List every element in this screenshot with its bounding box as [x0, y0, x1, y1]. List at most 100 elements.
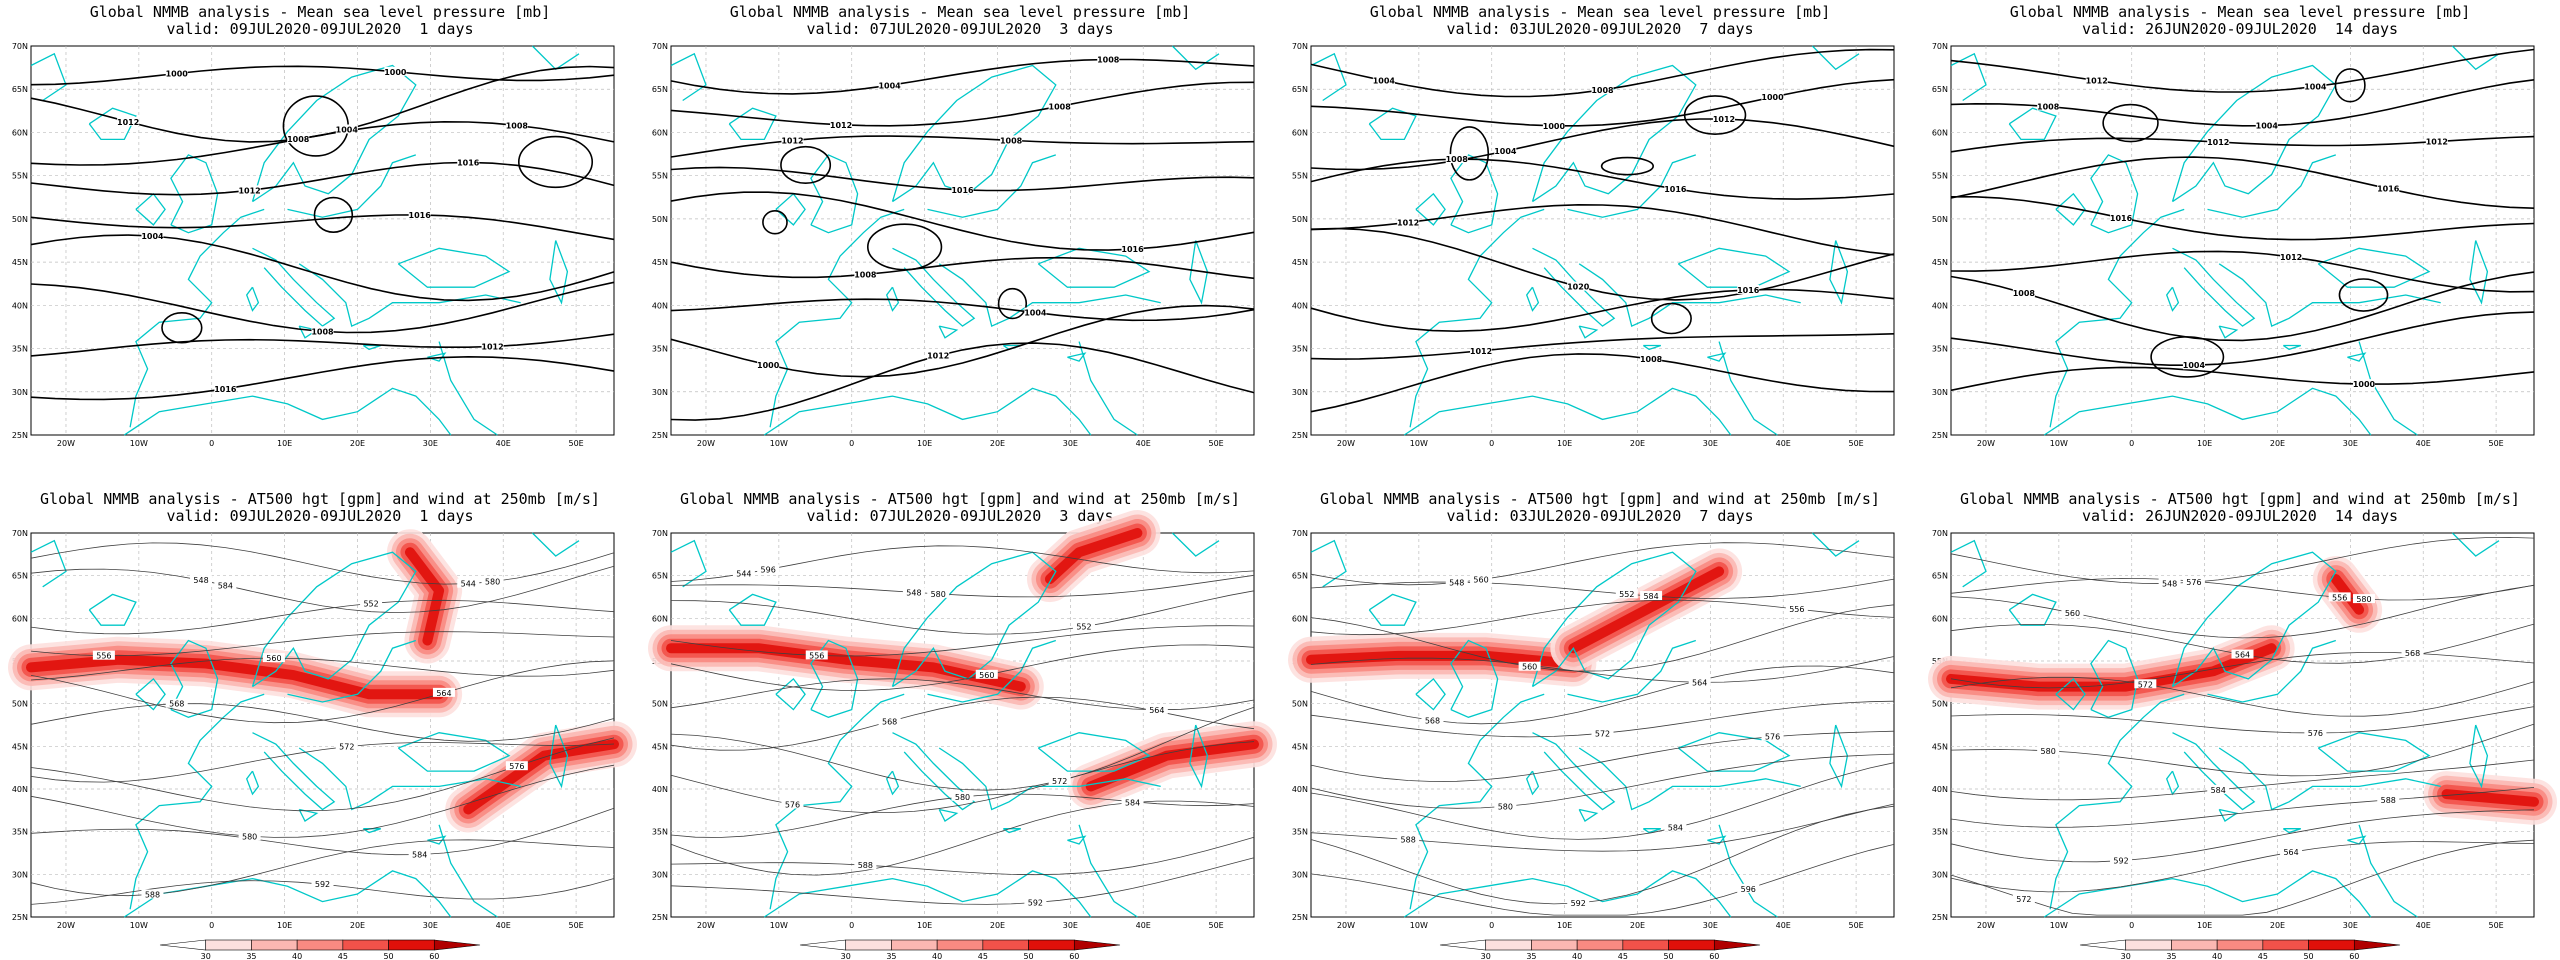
- lat-tick-label: 50N: [1292, 215, 1308, 224]
- contour-label: 1004: [1024, 309, 1047, 318]
- colorbar-segment: [205, 939, 252, 951]
- coastline: [2055, 677, 2086, 711]
- lat-tick-label: 70N: [652, 529, 668, 538]
- height-contour: [670, 644, 1255, 691]
- contour-label-bg: [2352, 379, 2375, 389]
- contour-label: 588: [1401, 836, 1416, 845]
- colorbar-tick-label: 40: [292, 952, 302, 960]
- lon-tick-label: 20W: [1337, 439, 1355, 448]
- contour-label-bg: [505, 120, 528, 130]
- coastline: [1677, 247, 1791, 288]
- contour-label: 1016: [457, 158, 480, 167]
- contour-label-bg: [1097, 54, 1120, 64]
- height-contour: [1950, 676, 2535, 717]
- lon-tick-label: 20W: [697, 439, 715, 448]
- lat-tick-label: 60N: [652, 128, 668, 137]
- z500-panel-3: Global NMMB analysis - AT500 hgt [gpm] a…: [640, 480, 1280, 960]
- lon-tick-label: 30E: [1063, 439, 1078, 448]
- contour-label: 568: [1425, 716, 1440, 725]
- colorbar-tick-label: 45: [978, 952, 988, 960]
- contour-label: 576: [785, 800, 800, 809]
- height-contour: [1950, 652, 2535, 689]
- contour-label-bg: [408, 849, 431, 859]
- height-contour: [670, 706, 1255, 791]
- lat-tick-label: 35N: [1292, 345, 1308, 354]
- colorbar-tick-label: 30: [201, 952, 211, 960]
- coastline: [438, 824, 498, 918]
- coastline: [1525, 770, 1540, 796]
- lon-tick-label: 10E: [2197, 921, 2212, 930]
- lon-tick-label: 0: [1489, 921, 1494, 930]
- isobar: [1950, 271, 2535, 342]
- contour-label-bg: [1145, 704, 1168, 714]
- contour-label-bg: [1785, 604, 1808, 614]
- contour-label-bg: [1421, 715, 1444, 725]
- coastline: [1811, 45, 1860, 71]
- lat-tick-label: 30N: [1932, 870, 1948, 879]
- contour-label: 1004: [878, 81, 901, 90]
- contour-label-bg: [2280, 847, 2303, 857]
- contour-label: 1000: [384, 68, 407, 77]
- lon-tick-label: 10E: [2197, 439, 2212, 448]
- contour-label-bg: [2207, 137, 2230, 147]
- lon-tick-label: 20E: [990, 439, 1005, 448]
- colorbar-segment: [342, 939, 389, 951]
- lon-tick-label: 30E: [2343, 921, 2358, 930]
- lat-tick-label: 60N: [12, 128, 28, 137]
- z500-panel-1: Global NMMB analysis - AT500 hgt [gpm] a…: [0, 480, 640, 960]
- lat-tick-label: 70N: [12, 42, 28, 51]
- contour-label: 556: [2332, 593, 2347, 602]
- pressure-center-contour: [161, 312, 203, 344]
- lat-tick-label: 65N: [652, 572, 668, 581]
- isobar: [670, 191, 1255, 251]
- pressure-center-contour: [2102, 103, 2159, 143]
- coastline: [2172, 247, 2256, 327]
- coastline: [1171, 532, 1220, 557]
- coastline: [2008, 107, 2057, 141]
- lat-tick-label: 70N: [1932, 529, 1948, 538]
- contour-label: 580: [1498, 802, 1513, 811]
- isobar: [1310, 118, 1895, 171]
- coastline: [2469, 240, 2489, 305]
- wind-jet-shade: [1085, 739, 1259, 792]
- lat-tick-label: 30N: [12, 388, 28, 397]
- isobar: [670, 298, 1255, 322]
- plot-frame: [1950, 45, 2535, 436]
- lat-tick-label: 50N: [652, 700, 668, 709]
- lat-tick-label: 60N: [1932, 614, 1948, 623]
- contour-label: 548: [1449, 579, 1464, 588]
- coastline: [1189, 240, 1209, 305]
- lat-tick-label: 45N: [12, 258, 28, 267]
- contour-label: 580: [931, 590, 946, 599]
- contour-label: 568: [169, 700, 184, 709]
- coastline: [1409, 693, 1545, 910]
- contour-label: 1000: [1543, 122, 1566, 131]
- contour-label: 584: [412, 851, 427, 860]
- coastline: [775, 192, 806, 226]
- panel-title: Global NMMB analysis - AT500 hgt [gpm] a…: [680, 490, 1240, 508]
- lat-tick-label: 35N: [12, 828, 28, 837]
- coastline: [775, 677, 806, 711]
- isobar: [30, 234, 615, 302]
- lon-tick-label: 0: [209, 921, 214, 930]
- height-contour: [1310, 753, 1895, 809]
- lat-tick-label: 35N: [652, 828, 668, 837]
- contour-label-bg: [1121, 244, 1144, 254]
- lat-tick-label: 40N: [12, 785, 28, 794]
- contour-label: 592: [1571, 899, 1586, 908]
- coastline: [1368, 593, 1417, 626]
- height-contour: [1950, 839, 2535, 916]
- contour-label-bg: [2110, 855, 2133, 865]
- colorbar-extension: [2353, 939, 2401, 951]
- lat-tick-label: 30N: [1292, 870, 1308, 879]
- coastline: [810, 639, 859, 718]
- coastlines: [1950, 532, 2500, 918]
- isobar: [30, 161, 615, 196]
- height-contour: [1950, 577, 2535, 601]
- coastline: [1415, 677, 1446, 711]
- isobar: [1951, 196, 2535, 241]
- contour-label-bg: [1640, 353, 1663, 363]
